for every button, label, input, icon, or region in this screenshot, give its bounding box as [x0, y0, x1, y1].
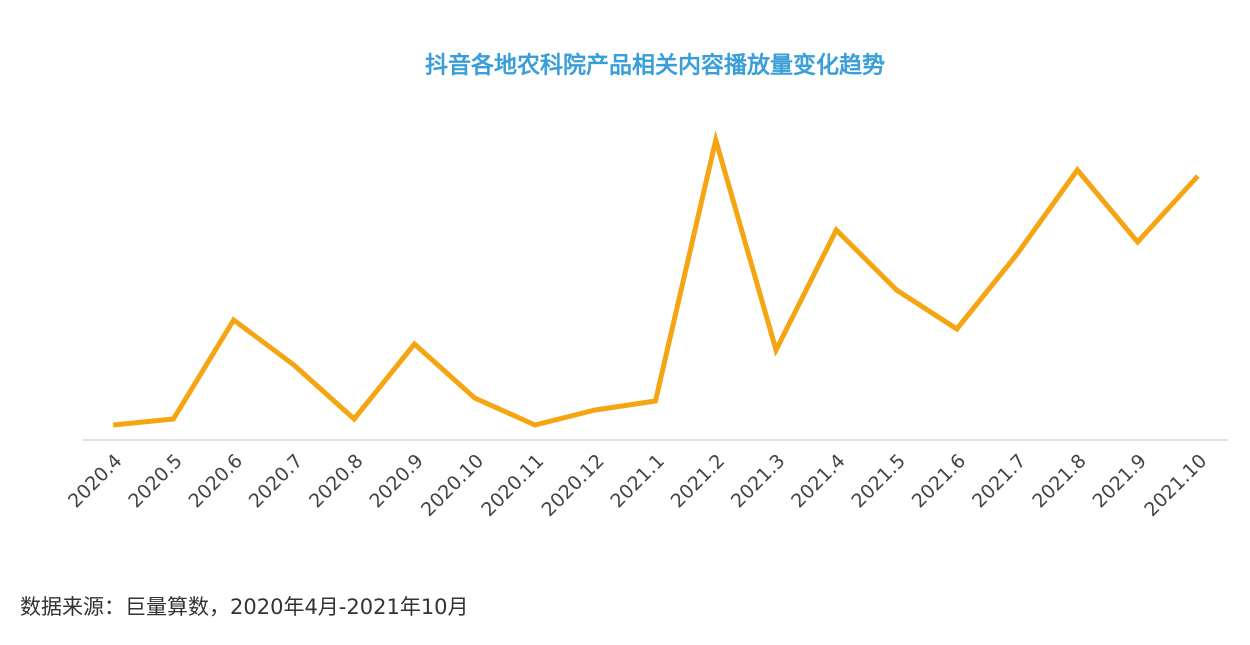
x-tick-label: 2021.10 [1140, 450, 1211, 521]
x-tick-label: 2020.6 [185, 450, 248, 513]
chart-title: 抖音各地农科院产品相关内容播放量变化趋势 [425, 52, 885, 79]
data-line [112, 130, 1200, 428]
x-tick-label: 2020.11 [477, 450, 548, 521]
x-tick-label: 2020.5 [124, 450, 187, 513]
x-tick-label: 2021.1 [606, 450, 669, 513]
x-tick-label: 2020.10 [417, 450, 488, 521]
x-tick-label: 2021.5 [847, 450, 910, 513]
source-note: 数据来源：巨量算数，2020年4月-2021年10月 [20, 595, 469, 619]
x-tick-label: 2020.7 [245, 450, 308, 513]
x-tick-label: 2021.6 [908, 450, 971, 513]
x-tick-label: 2021.3 [727, 450, 790, 513]
x-tick-label: 2021.4 [787, 450, 850, 513]
x-tick-label: 2020.4 [64, 450, 127, 513]
x-tick-label: 2021.2 [667, 450, 730, 513]
x-tick-label: 2021.7 [968, 450, 1031, 513]
x-tick-label: 2021.8 [1028, 450, 1091, 513]
x-tick-label: 2020.8 [305, 450, 368, 513]
x-tick-label: 2020.12 [538, 450, 609, 521]
